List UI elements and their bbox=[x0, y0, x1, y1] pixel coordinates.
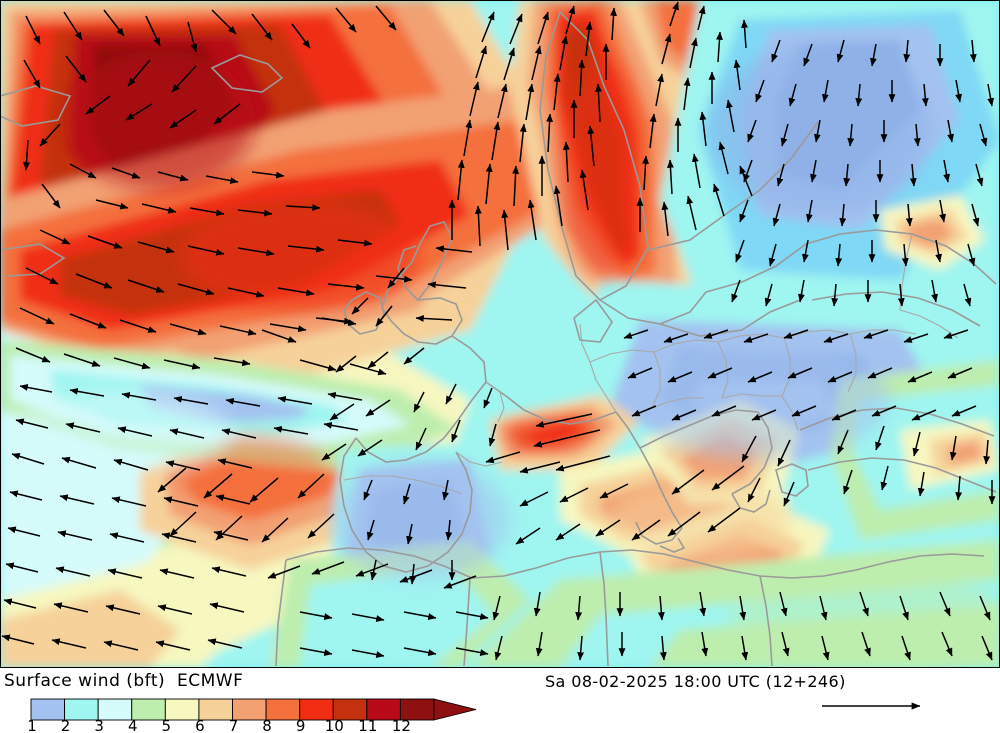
weather-map-canvas[interactable] bbox=[0, 0, 1000, 668]
colorbar-svg[interactable]: 1 2 3 4 5 6 7 8 9 10 11 12 bbox=[28, 698, 478, 731]
colorbar-tick-5: 5 bbox=[162, 717, 172, 731]
map-footer: Surface wind (bft) ECMWF Sa 08-02-2025 1… bbox=[0, 668, 1000, 733]
colorbar-tick-9: 9 bbox=[296, 717, 306, 731]
valid-time-label: Sa 08-02-2025 18:00 UTC (12+246) bbox=[545, 672, 846, 691]
wind-arrow-layer bbox=[1, 1, 996, 661]
colorbar-tick-labels: 1 2 3 4 5 6 7 8 9 10 11 12 bbox=[28, 717, 411, 731]
colorbar-tick-7: 7 bbox=[229, 717, 239, 731]
map-title: Surface wind (bft) ECMWF bbox=[4, 671, 244, 691]
wind-scale-arrow bbox=[822, 702, 921, 710]
colorbar-tick-10: 10 bbox=[325, 717, 344, 731]
wind-field-detail bbox=[10, 45, 1000, 668]
colorbar-swatches[interactable] bbox=[30, 698, 435, 721]
colorbar-tick-8: 8 bbox=[262, 717, 272, 731]
colorbar-legend[interactable]: 1 2 3 4 5 6 7 8 9 10 11 12 bbox=[28, 698, 478, 731]
colorbar-tick-6: 6 bbox=[195, 717, 205, 731]
colorbar-tick-3: 3 bbox=[94, 717, 104, 731]
colorbar-tick-4: 4 bbox=[128, 717, 138, 731]
colorbar-tick-2: 2 bbox=[61, 717, 71, 731]
colorbar-overflow-arrow bbox=[433, 698, 477, 721]
colorbar-tick-11: 11 bbox=[358, 717, 377, 731]
wind-field-map[interactable] bbox=[0, 0, 1000, 668]
wind-scale-key: 60 ©weatheronline.co.uk bbox=[820, 698, 995, 732]
colorbar-tick-12: 12 bbox=[392, 717, 411, 731]
colorbar-tick-1: 1 bbox=[28, 717, 37, 731]
